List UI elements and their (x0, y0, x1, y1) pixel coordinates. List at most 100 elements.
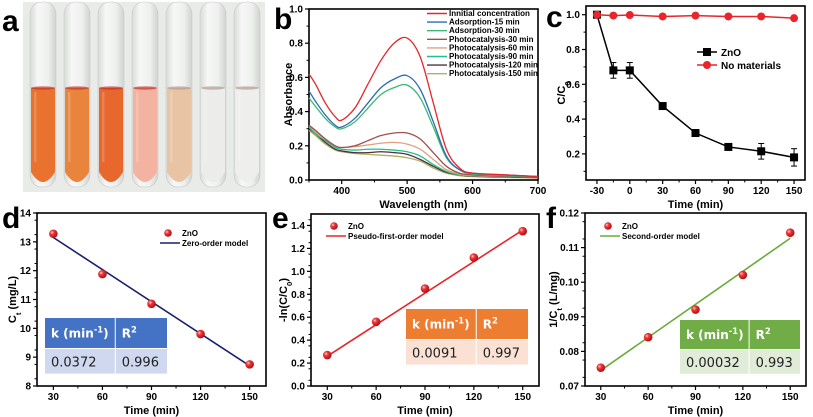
y-axis-label: -ln(C/C0) (278, 278, 294, 322)
data-point-no-materials (625, 11, 634, 20)
table-header-r2: R2 (483, 316, 498, 332)
y-tick-label: 0.11 (560, 243, 579, 254)
y-tick-label: 0.2 (289, 141, 303, 152)
legend-label: Photocatalysis-60 min (449, 43, 534, 52)
meniscus (235, 86, 259, 90)
y-tick-label: 0.8 (566, 45, 580, 56)
series-line (308, 74, 539, 178)
y-tick-label: 0.12 (560, 209, 580, 220)
x-tick-label: 150 (782, 392, 799, 403)
data-point-zno (790, 153, 799, 162)
test-tube (63, 1, 91, 188)
x-tick-label: 60 (371, 392, 383, 403)
legend-marker (703, 61, 711, 69)
y-tick-label: 0.4 (289, 107, 303, 118)
y-tick-label: 0.8 (289, 39, 303, 50)
panel-label-a: a (2, 5, 19, 38)
table-value-k: 0.0372 (51, 355, 97, 370)
y-tick-label: 0.0 (289, 176, 303, 187)
series-line (308, 129, 539, 179)
table-header-cell (476, 309, 528, 339)
y-axis-label: Absorbance (283, 63, 295, 127)
y-tick-label: 1.2 (291, 244, 305, 255)
table-header-k: k (min-1) (686, 326, 744, 342)
table-value-cell (680, 350, 749, 374)
legend-label: Photocatalysis-120 min (449, 61, 538, 70)
data-point (596, 363, 606, 372)
panel-label-c: c (546, 1, 563, 34)
x-tick-label: 60 (97, 392, 109, 403)
chart-d-zero-order: 30 60 90 120 150 8 9 10 11 12 13 14 Time (min) Ct (mg… (7, 209, 267, 417)
data-point-zno (625, 66, 634, 75)
panel-label-e: e (272, 202, 289, 235)
x-axis-label: Time (min) (397, 405, 453, 417)
y-tick-label: 8 (25, 382, 31, 393)
tube-liquid (133, 88, 157, 182)
legend-label: Photocatalysis-150 min (449, 69, 538, 78)
x-tick-label: 120 (735, 392, 752, 403)
x-tick-label: 30 (595, 392, 607, 403)
legend-label: Innitial concentration (449, 9, 530, 18)
table-value-r2: 0.993 (756, 356, 793, 371)
x-tick-label: 500 (399, 186, 416, 197)
y-tick-label: 0.6 (291, 313, 305, 324)
legend-label: ZnO (182, 229, 198, 238)
legend-label: Second-order model (622, 232, 700, 241)
x-tick-label: 90 (690, 392, 702, 403)
x-tick-label: 60 (690, 186, 702, 197)
data-point (147, 299, 156, 309)
test-tube (131, 1, 159, 188)
test-tube-photo (23, 1, 265, 192)
y-tick-label: 0.2 (291, 359, 305, 370)
y-axis-label: C/C0 (556, 81, 572, 104)
series-line (308, 128, 539, 179)
data-point-no-materials (658, 12, 667, 21)
kinetics-table: k (min-1) R2 0.0372 0.996 (45, 318, 167, 374)
data-point-zno (609, 66, 618, 75)
y-tick-label: 0.09 (560, 312, 580, 323)
data-point-no-materials (609, 11, 618, 20)
test-tube (29, 1, 57, 188)
x-tick-label: 700 (530, 186, 547, 197)
y-tick-label: 0.4 (566, 115, 580, 126)
series-line (308, 124, 539, 179)
y-tick-label: 14 (20, 209, 32, 220)
tube-highlight (238, 92, 241, 162)
table-value-k: 0.0091 (412, 346, 458, 361)
table-value-cell (45, 349, 115, 374)
meniscus (99, 86, 123, 90)
legend-label: Adsorption-30 min (449, 26, 520, 35)
tube-highlight (102, 92, 105, 162)
data-point-no-materials (691, 11, 700, 20)
y-tick-label: 0.6 (566, 80, 580, 91)
x-tick-label: 120 (192, 392, 209, 403)
y-tick-label: 0.2 (566, 149, 580, 160)
y-axis-label: 1/Ct (L/mg) (548, 271, 564, 328)
legend-marker (604, 222, 612, 230)
y-tick-label: 0.8 (291, 290, 305, 301)
data-point (98, 269, 107, 279)
y-tick-label: 0.0 (291, 382, 305, 393)
chart-b-absorbance: 400 500 600 700 0.0 0.2 0.4 0.6 0.8 1.0 Wavelength… (283, 5, 547, 212)
data-point (245, 360, 254, 369)
data-point-zno (724, 142, 733, 151)
data-point-zno (757, 147, 766, 156)
legend-label: Photocatalysis-90 min (449, 52, 534, 61)
table-value-r2: 0.997 (483, 346, 520, 361)
tube-highlight (68, 92, 71, 162)
y-tick-label: 1.0 (291, 267, 305, 278)
x-tick-label: 600 (464, 186, 481, 197)
legend-label: Pseudo-first-order model (348, 232, 444, 241)
table-header-cell (749, 320, 800, 349)
tube-liquid (31, 88, 55, 182)
table-value-k: 0.00032 (686, 356, 740, 371)
table-value-cell (115, 349, 167, 374)
data-point (785, 228, 795, 238)
meniscus (31, 86, 55, 90)
x-axis-label: Time (min) (124, 405, 180, 417)
table-header-cell (680, 320, 749, 349)
x-tick-label: 30 (322, 392, 334, 403)
kinetics-table: k (min-1) R2 0.0091 0.997 (406, 309, 528, 365)
x-tick-label: 30 (48, 392, 60, 403)
x-axis-label: Time (min) (668, 199, 724, 211)
